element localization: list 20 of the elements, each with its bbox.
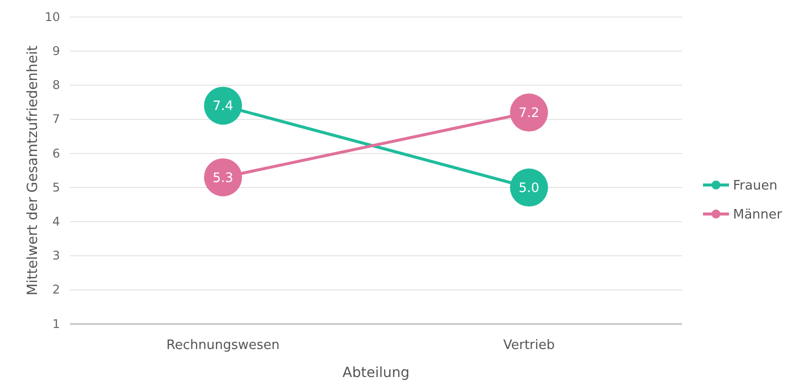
data-label: 5.3 (212, 170, 234, 186)
y-tick-label: 5 (52, 180, 60, 194)
y-tick-label: 3 (52, 248, 60, 263)
y-axis-title: Mittelwert der Gesamtzufriedenheit (25, 44, 41, 296)
legend-label: Männer (733, 208, 783, 223)
x-tick-label: Rechnungswesen (166, 338, 280, 354)
y-tick-label: 2 (52, 282, 60, 297)
data-label: 7.2 (518, 106, 540, 122)
data-label: 7.4 (212, 99, 234, 114)
y-tick-label: 1 (52, 316, 60, 331)
legend-label: Frauen (733, 178, 778, 194)
x-tick-label: Vertrieb (503, 338, 555, 354)
x-axis-title: Abteilung (342, 365, 410, 381)
y-tick-label: 4 (52, 214, 60, 229)
y-tick-label: 9 (52, 44, 60, 58)
y-tick-label: 6 (52, 146, 60, 160)
y-tick-label: 8 (52, 78, 60, 92)
y-tick-label: 10 (44, 10, 60, 24)
y-tick-label: 7 (52, 112, 60, 126)
data-label: 5.0 (518, 181, 540, 196)
